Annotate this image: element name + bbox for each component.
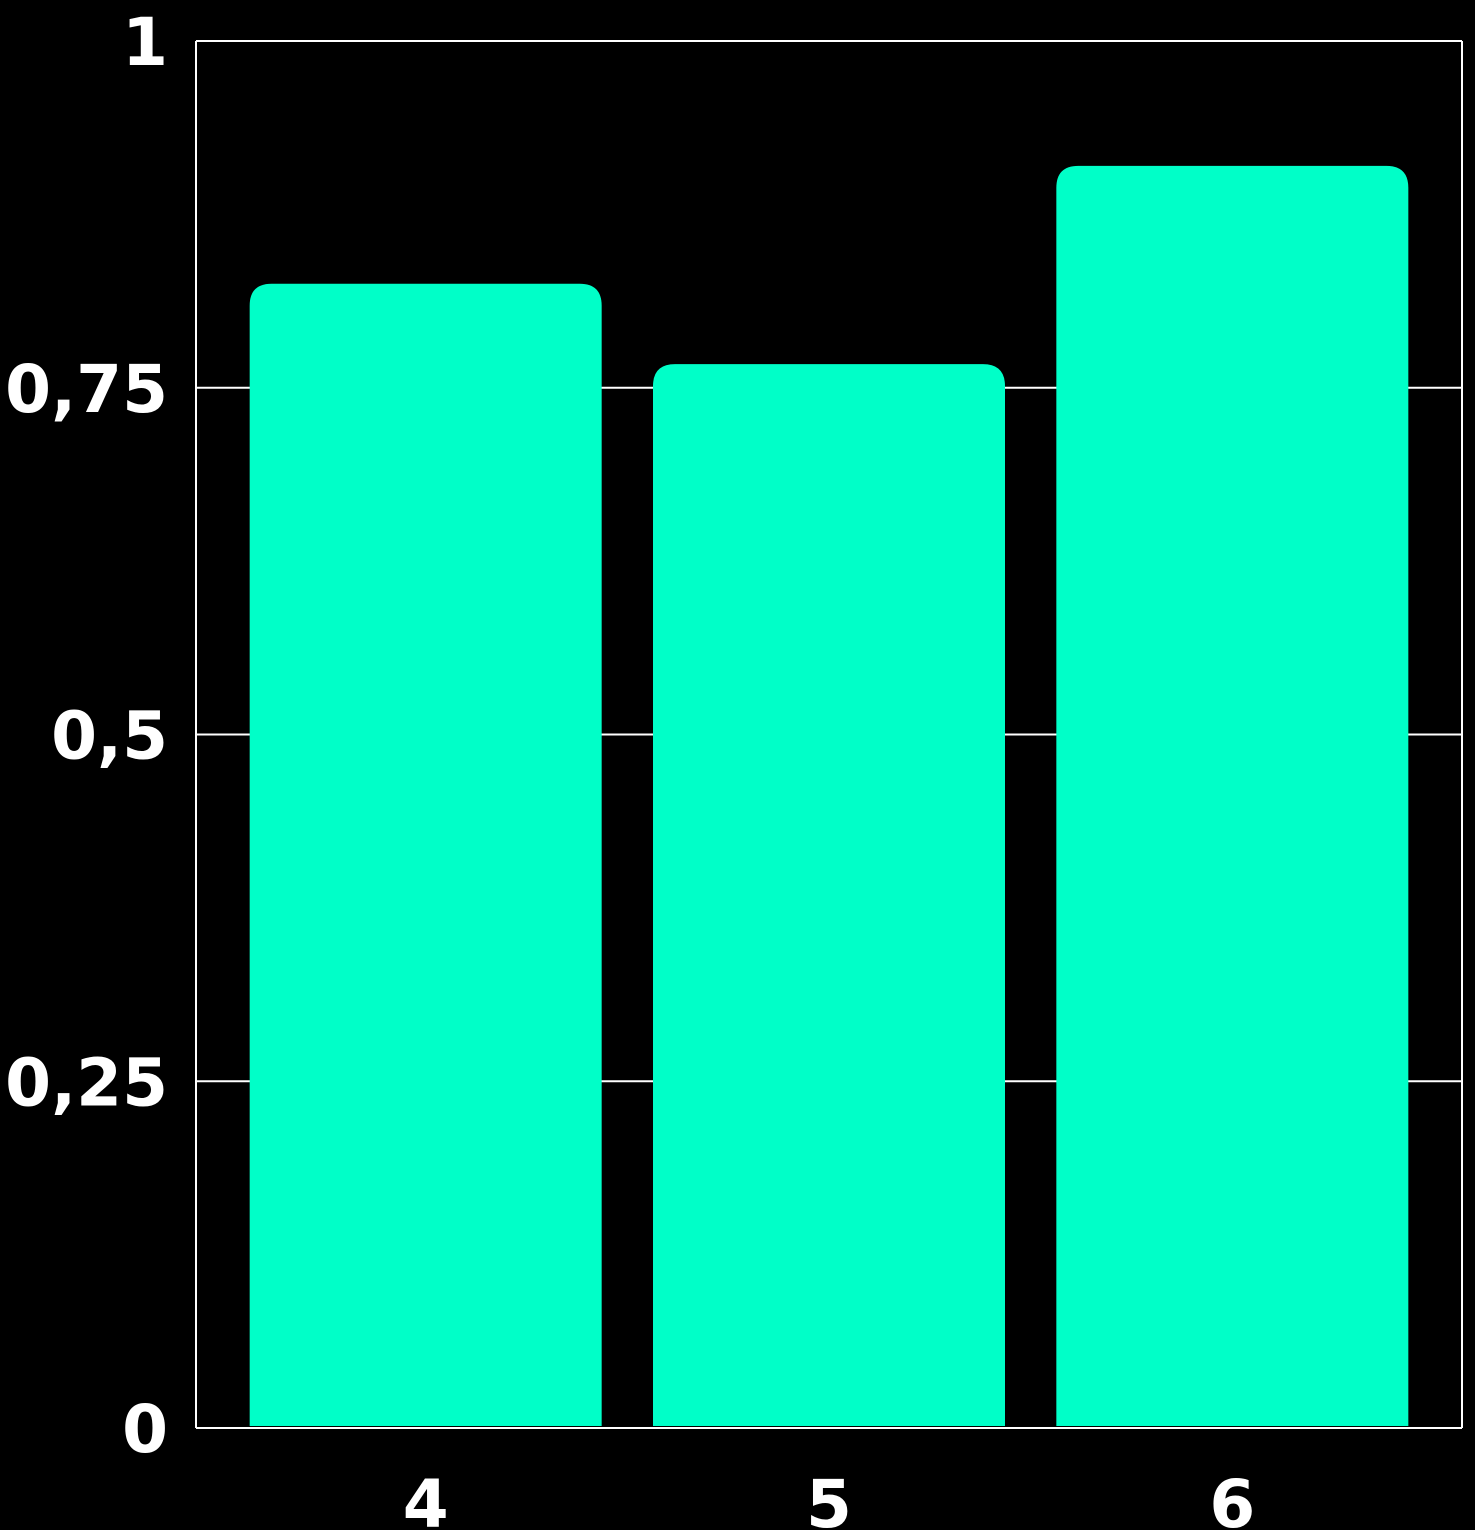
x-tick-label-5: 5 (806, 1466, 852, 1530)
bar-5 (653, 364, 1005, 1426)
y-tick-label-3: 0,75 (5, 351, 168, 428)
bar-4 (249, 283, 602, 1427)
bar-6 (1056, 165, 1409, 1427)
y-tick-label-4: 1 (122, 4, 168, 81)
x-tick-label-4: 4 (403, 1466, 449, 1530)
y-tick-label-0: 0 (122, 1391, 168, 1468)
x-tick-label-6: 6 (1209, 1466, 1255, 1530)
y-tick-label-2: 0,5 (51, 698, 168, 775)
y-tick-label-1: 0,25 (5, 1044, 168, 1121)
